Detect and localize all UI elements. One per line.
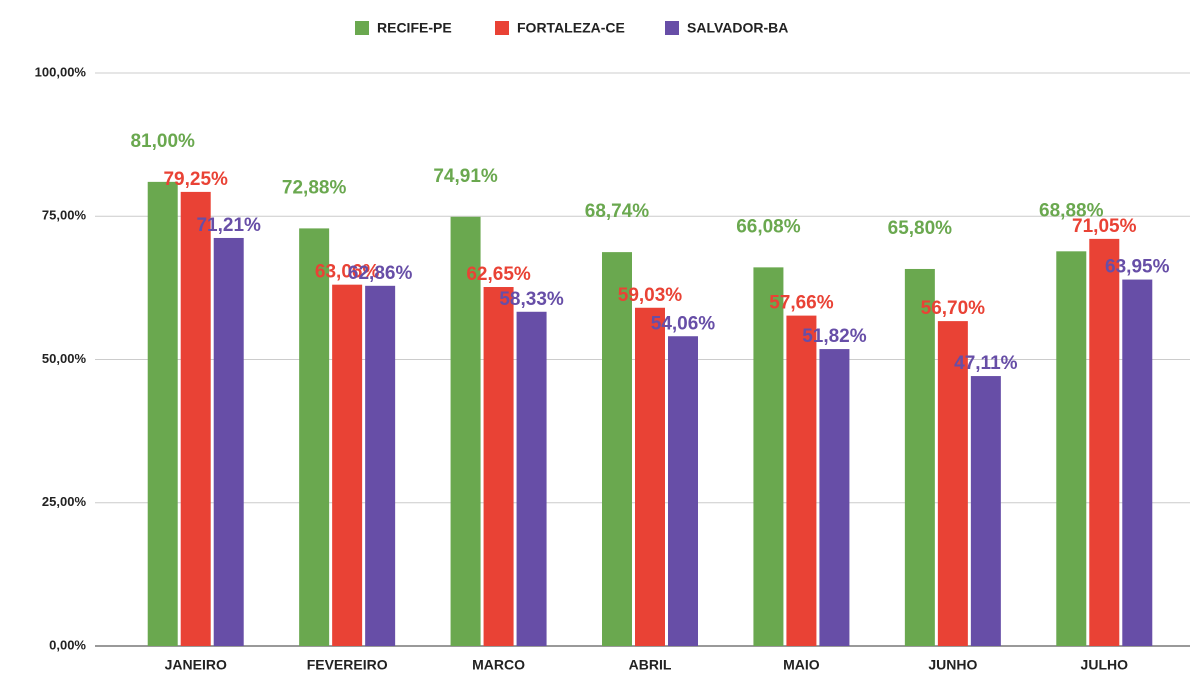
value-label: 71,05% (1072, 216, 1137, 237)
value-label: 65,80% (888, 218, 953, 239)
bar (450, 216, 481, 647)
value-label: 63,06% (315, 262, 380, 283)
value-label: 74,91% (433, 166, 498, 187)
x-tick-label: JULHO (1081, 657, 1129, 673)
legend-swatch (665, 21, 679, 35)
bar (786, 315, 817, 646)
value-label: 57,66% (769, 293, 834, 314)
bar (904, 268, 935, 646)
value-label: 51,82% (802, 326, 867, 347)
x-tick-label: MAIO (783, 657, 820, 673)
y-tick-label: 100,00% (35, 64, 87, 79)
bar (332, 284, 363, 646)
bar (1122, 279, 1153, 646)
legend-label: RECIFE-PE (377, 20, 452, 36)
legend-swatch (495, 21, 509, 35)
value-label: 56,70% (921, 298, 986, 319)
value-label: 68,88% (1039, 200, 1104, 221)
legend-label: FORTALEZA-CE (517, 20, 625, 36)
bar (753, 267, 784, 646)
bar (365, 285, 396, 646)
value-label: 81,00% (130, 131, 195, 152)
x-tick-label: JUNHO (928, 657, 977, 673)
bar (180, 191, 211, 646)
bar (602, 252, 632, 646)
bar (147, 181, 178, 646)
value-label: 63,95% (1105, 257, 1170, 278)
value-label: 68,74% (585, 201, 650, 222)
bar (668, 336, 698, 646)
y-tick-label: 25,00% (42, 494, 87, 509)
value-label: 54,06% (651, 313, 716, 334)
bar (937, 321, 968, 646)
value-label: 62,65% (466, 264, 531, 285)
value-label: 66,08% (736, 216, 801, 237)
value-label: 58,33% (499, 289, 564, 310)
y-tick-label: 0,00% (49, 637, 86, 652)
y-tick-label: 75,00% (42, 208, 87, 223)
bar (1089, 238, 1120, 647)
value-label: 71,21% (196, 215, 261, 236)
x-tick-label: ABRIL (629, 657, 672, 673)
x-tick-label: MARCO (472, 657, 525, 673)
bar (635, 307, 665, 646)
x-tick-label: FEVEREIRO (307, 657, 388, 673)
x-tick-label: JANEIRO (165, 657, 227, 673)
y-tick-label: 50,00% (42, 351, 87, 366)
value-label: 72,88% (282, 177, 347, 198)
bar (516, 311, 547, 646)
value-label: 62,86% (348, 263, 413, 284)
bar (819, 349, 850, 646)
legend-label: SALVADOR-BA (687, 20, 788, 36)
legend-swatch (355, 21, 369, 35)
bar (299, 228, 330, 647)
bar (1056, 251, 1087, 646)
value-label: 59,03% (618, 285, 683, 306)
bar (213, 237, 244, 646)
value-label: 79,25% (163, 169, 228, 190)
value-label: 47,11% (954, 353, 1017, 374)
bar (970, 376, 1001, 646)
bar (483, 287, 514, 646)
